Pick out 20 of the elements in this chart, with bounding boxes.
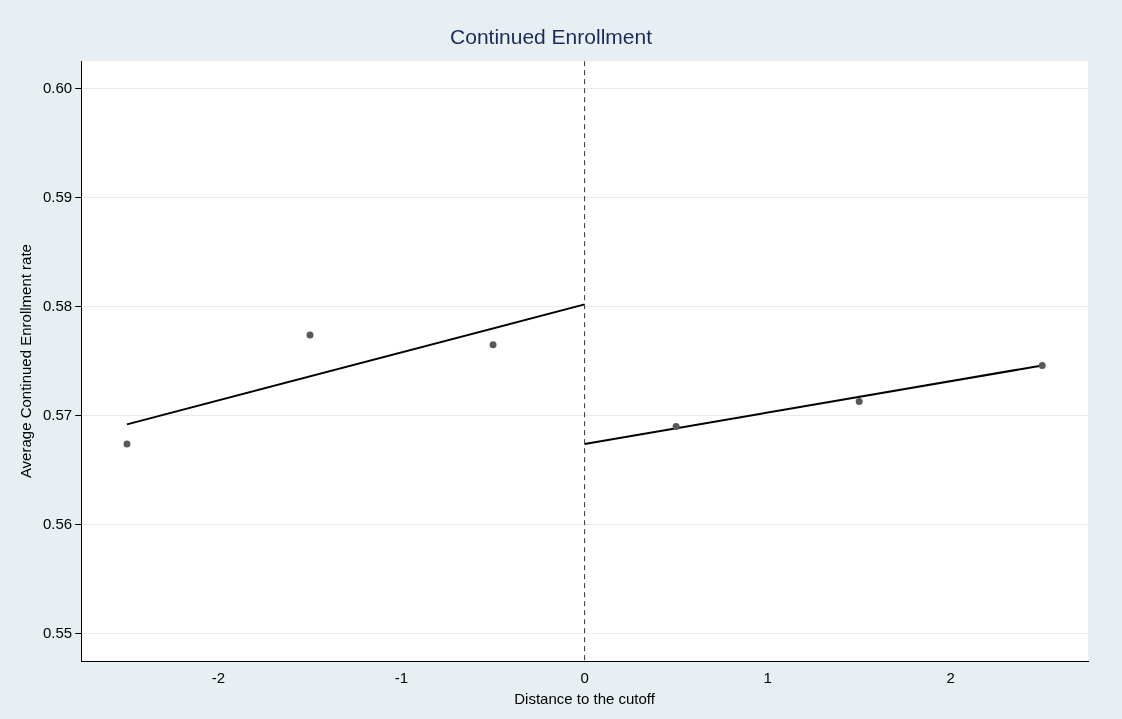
point [1038,361,1046,369]
y-tick-label: 0.57 [42,405,73,423]
y-axis-title: Average Continued Enrollment rate [17,244,35,479]
x-axis-title: Distance to the cutoff [514,690,656,708]
point [306,331,314,339]
y-tick-label: 0.55 [42,623,73,641]
y-tick-label: 0.58 [42,296,73,314]
point [123,440,131,448]
point [489,341,497,349]
x-tick-label: 0 [580,669,589,687]
x-tick-label: -1 [394,669,409,687]
y-tick-label: 0.59 [42,187,73,205]
y-tick-label: 0.56 [42,514,73,532]
chart-title: Continued Enrollment [450,25,653,49]
point [672,423,680,431]
x-tick-label: 2 [946,669,955,687]
y-tick-label: 0.60 [42,78,73,96]
point [855,397,863,405]
x-tick-label: -2 [211,669,226,687]
x-tick-label: 1 [763,669,772,687]
